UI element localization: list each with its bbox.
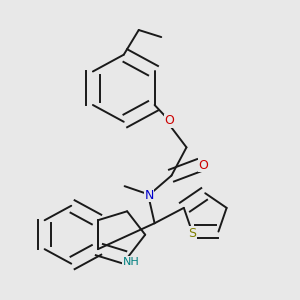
Text: O: O [165,114,175,128]
Text: N: N [144,188,154,202]
Text: S: S [188,227,196,240]
Text: NH: NH [122,256,139,267]
Text: O: O [198,158,208,172]
